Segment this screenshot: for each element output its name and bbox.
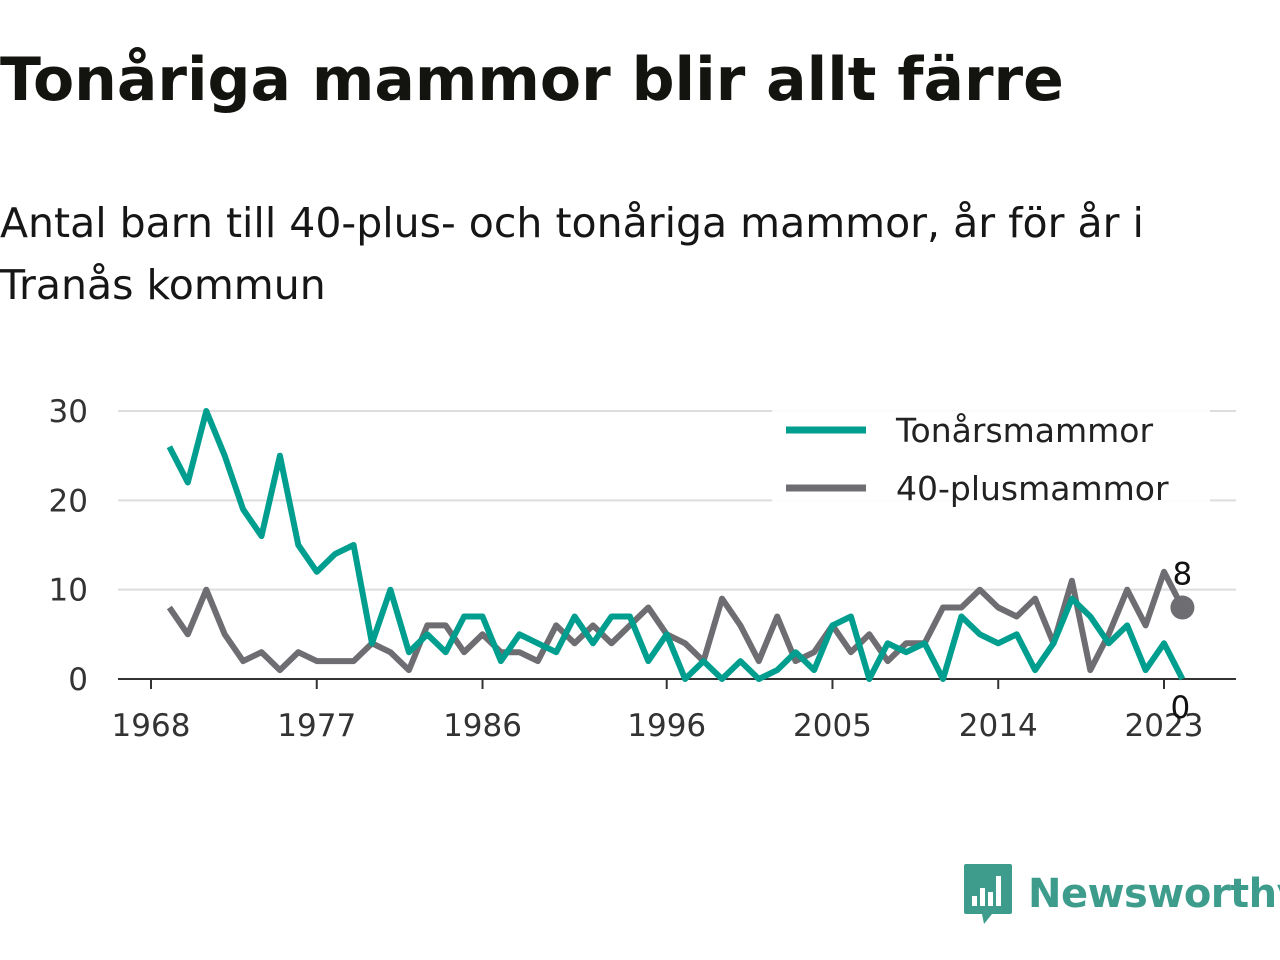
x-axis: 1968 1977 1986 1996 2005 2014 2023 — [112, 678, 1236, 744]
y-tick-label-20: 20 — [49, 483, 88, 519]
y-axis-ticks: 0 10 20 30 — [49, 394, 88, 698]
x-tick-label-1986: 1986 — [443, 708, 522, 744]
x-tick-label-2005: 2005 — [793, 708, 872, 744]
x-tick-label-2014: 2014 — [959, 708, 1038, 744]
chart-title: Tonåriga mammor blir allt färre — [0, 45, 1064, 115]
end-markers: 80 — [1170, 557, 1195, 726]
chart-subtitle: Antal barn till 40-plus- och tonåriga ma… — [0, 199, 1144, 309]
legend-label-tonarsmammor: Tonårsmammor — [895, 411, 1153, 450]
legend-label-40-plusmammor: 40-plusmammor — [896, 469, 1169, 508]
y-tick-label-10: 10 — [49, 573, 88, 609]
newsworthy-logo: Newsworthy — [962, 862, 1280, 926]
end-marker-40-plusmammor — [1170, 595, 1195, 620]
series-lines — [166, 408, 1186, 682]
end-label-40-plusmammor: 8 — [1173, 557, 1193, 593]
legend-background — [772, 404, 1210, 526]
y-tick-label-30: 30 — [49, 394, 88, 430]
chart-legend: Tonårsmammor 40-plusmammor — [772, 404, 1210, 526]
x-tick-label-1977: 1977 — [277, 708, 356, 744]
x-tick-label-1996: 1996 — [627, 708, 706, 744]
series-line-tonarsmammor — [166, 408, 1186, 682]
series-line-40-plusmammor — [166, 568, 1186, 674]
y-tick-label-0: 0 — [68, 662, 88, 698]
newsworthy-icon — [964, 864, 1012, 924]
x-tick-label-2023: 2023 — [1125, 708, 1204, 744]
x-tick-label-1968: 1968 — [112, 708, 191, 744]
brand-name: Newsworthy — [1028, 871, 1280, 917]
end-label-tonarsmammor: 0 — [1171, 690, 1191, 726]
